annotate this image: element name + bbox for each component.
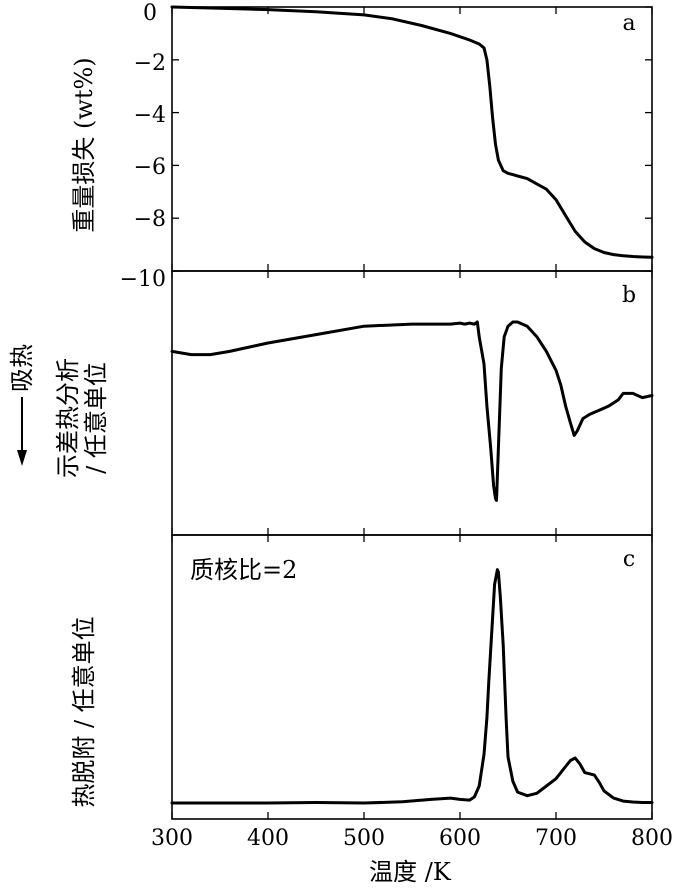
y-tick-label: −4	[134, 103, 166, 128]
panel-b-frame	[171, 270, 653, 536]
y-tick-label: 0	[143, 1, 157, 26]
y-tick-label: −2	[134, 51, 166, 76]
x-tick-label: 500	[343, 826, 385, 851]
mass-charge-annotation: 质核比=2	[190, 556, 297, 584]
x-axis-title: 温度 /K	[369, 858, 452, 886]
panel-label-c: c	[623, 547, 635, 572]
panel-c-frame	[171, 534, 653, 820]
endotherm-label: 吸热	[8, 344, 36, 392]
x-tick-label: 700	[535, 826, 577, 851]
y-tick-label: −10	[120, 267, 166, 292]
panel-label-b: b	[622, 283, 636, 308]
y-axis-title-a: 重量损失 (wt%)	[70, 57, 98, 232]
x-tick-label: 600	[439, 826, 481, 851]
dta-curve	[170, 320, 654, 502]
tpd-curve	[170, 568, 654, 805]
x-tick-label: 300	[151, 826, 193, 851]
panel-a-frame	[171, 6, 653, 272]
y-axis-title-c: 热脱附 / 任意单位	[70, 616, 98, 807]
y-tick-label: −6	[134, 155, 166, 180]
panel-label-a: a	[622, 11, 635, 36]
x-tick-label: 800	[631, 826, 673, 851]
x-tick-label: 400	[247, 826, 289, 851]
y-tick-label: −8	[134, 207, 166, 232]
axis-ticks	[171, 6, 653, 819]
endotherm-arrow	[17, 397, 27, 466]
y-axis-title-b-line2: / 任意单位	[82, 362, 110, 474]
tga-curve	[170, 5, 654, 259]
y-axis-title-b-line1: 示差热分析	[54, 358, 82, 478]
